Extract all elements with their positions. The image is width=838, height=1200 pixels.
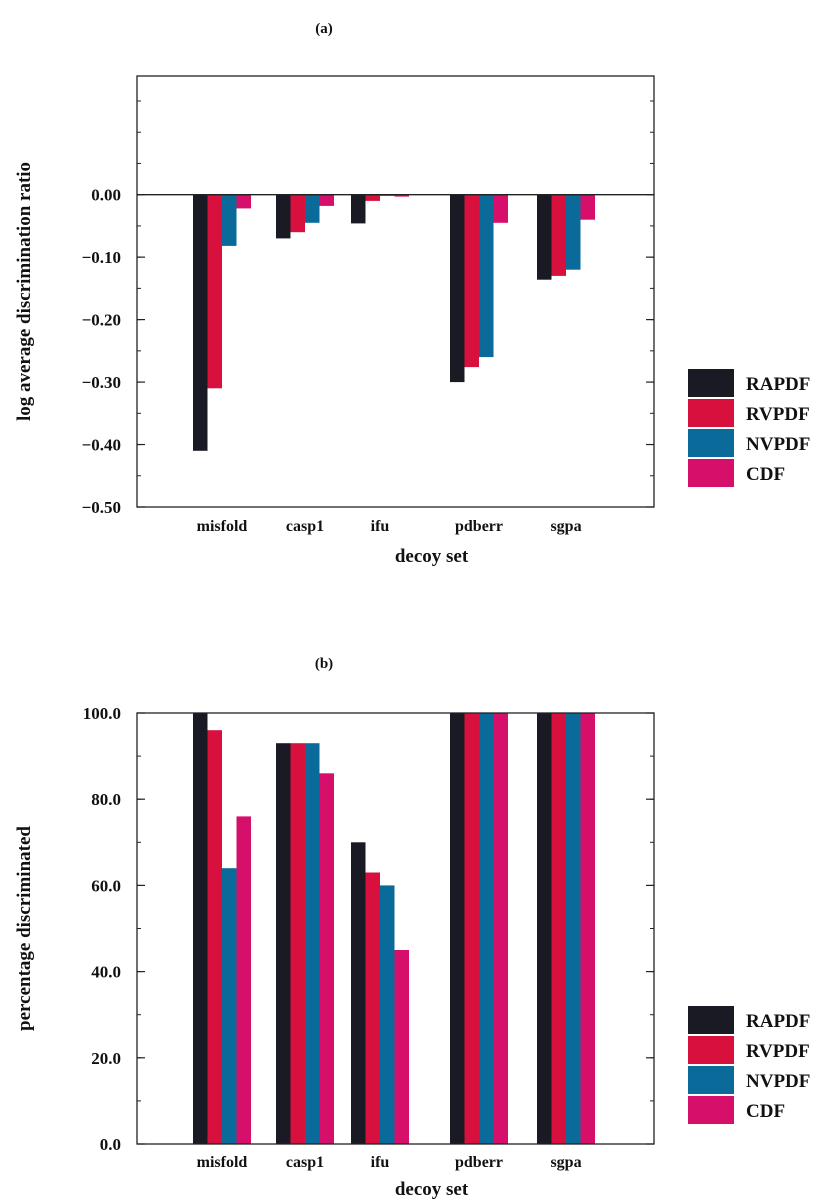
y-tick-label: 60.0	[91, 876, 121, 895]
legend-swatch-nvpdf	[688, 1066, 734, 1094]
x-tick-label-misfold: misfold	[197, 518, 248, 535]
legend-label-rvpdf: RVPDF	[746, 404, 810, 425]
y-axis-title: percentage discriminated	[14, 826, 35, 1031]
chart-percentage-discriminated: 0.0 20.0 40.0 60.0 80.0 100.0 misfold casp1 ifu p…	[14, 704, 810, 1200]
bar-nvpdf-misfold	[222, 868, 237, 1144]
bar-cdf-misfold	[236, 816, 251, 1144]
bar-rvpdf-misfold	[207, 194, 222, 389]
bar-nvpdf-sgpa	[566, 194, 581, 270]
bar-cdf-sgpa	[580, 194, 595, 220]
bar-nvpdf-misfold	[222, 194, 237, 246]
legend-label-rapdf: RAPDF	[746, 374, 810, 395]
x-tick-label-misfold: misfold	[197, 1154, 248, 1171]
bar-cdf-casp1	[319, 194, 334, 206]
legend-swatch-cdf	[688, 459, 734, 487]
chart-log-discrimination: 0.00 −0.10 −0.20 −0.30 −0.40 −0.50 misfold casp…	[14, 75, 810, 567]
y-tick-label: 20.0	[91, 1049, 121, 1068]
x-tick-label-sgpa: sgpa	[550, 518, 581, 535]
legend-swatch-rapdf	[688, 1006, 734, 1034]
bar-rvpdf-sgpa	[551, 713, 566, 1144]
bar-rapdf-misfold	[193, 713, 208, 1144]
bar-rapdf-casp1	[276, 743, 291, 1144]
x-tick-label-ifu: ifu	[371, 1154, 390, 1171]
bar-rvpdf-ifu	[365, 194, 380, 201]
bar-rapdf-ifu	[351, 194, 366, 224]
legend-swatch-nvpdf	[688, 429, 734, 457]
bar-nvpdf-sgpa	[566, 713, 581, 1144]
legend-label-rapdf: RAPDF	[746, 1011, 810, 1032]
panel-a-label: (a)	[315, 21, 333, 37]
y-tick-label: 100.0	[83, 704, 121, 723]
bar-nvpdf-casp1	[305, 194, 320, 223]
bar-cdf-casp1	[319, 773, 334, 1144]
bar-rvpdf-misfold	[207, 730, 222, 1144]
y-tick-label: 80.0	[91, 790, 121, 809]
x-tick-label-pdberr: pdberr	[455, 1154, 503, 1171]
legend-label-nvpdf: NVPDF	[746, 1071, 810, 1092]
bar-rapdf-pdberr	[450, 713, 465, 1144]
bar-rapdf-pdberr	[450, 194, 465, 383]
legend-label-cdf: CDF	[746, 464, 785, 485]
bar-rvpdf-pdberr	[464, 194, 479, 368]
bar-nvpdf-pdberr	[479, 194, 494, 358]
x-tick-label-casp1: casp1	[286, 518, 324, 535]
x-tick-label-casp1: casp1	[286, 1154, 324, 1171]
x-tick-label-sgpa: sgpa	[550, 1154, 581, 1171]
bar-rapdf-casp1	[276, 194, 291, 239]
bar-nvpdf-casp1	[305, 743, 320, 1144]
x-axis-title: decoy set	[395, 1179, 469, 1200]
y-tick-label: −0.40	[82, 436, 121, 455]
bar-rvpdf-ifu	[365, 872, 380, 1144]
legend-label-cdf: CDF	[746, 1101, 785, 1122]
y-tick-label: −0.10	[82, 248, 121, 267]
bar-cdf-pdberr	[493, 194, 508, 223]
panel-b-label: (b)	[315, 656, 333, 672]
x-tick-label-pdberr: pdberr	[455, 518, 503, 535]
bar-cdf-ifu	[394, 194, 409, 197]
bar-rapdf-ifu	[351, 842, 366, 1144]
bar-cdf-misfold	[236, 194, 251, 209]
legend-label-nvpdf: NVPDF	[746, 434, 810, 455]
y-tick-label: −0.50	[82, 498, 121, 517]
bar-rapdf-sgpa	[537, 713, 552, 1144]
bar-cdf-pdberr	[493, 713, 508, 1144]
bar-nvpdf-ifu	[380, 885, 395, 1144]
y-tick-label: 40.0	[91, 963, 121, 982]
legend-swatch-rvpdf	[688, 1036, 734, 1064]
bar-rvpdf-sgpa	[551, 194, 566, 276]
y-tick-label: 0.0	[100, 1135, 121, 1154]
bar-rvpdf-casp1	[290, 194, 305, 233]
y-tick-label: −0.20	[82, 311, 121, 330]
bar-rvpdf-pdberr	[464, 713, 479, 1144]
legend-swatch-rapdf	[688, 369, 734, 397]
y-tick-label: 0.00	[91, 186, 121, 205]
legend-swatch-cdf	[688, 1096, 734, 1124]
legend-label-rvpdf: RVPDF	[746, 1041, 810, 1062]
y-axis-title: log average discrimination ratio	[14, 162, 35, 421]
bar-cdf-sgpa	[580, 713, 595, 1144]
bar-rapdf-misfold	[193, 194, 208, 451]
x-axis-title: decoy set	[395, 546, 469, 567]
plot-frame	[136, 75, 655, 508]
bar-rvpdf-casp1	[290, 743, 305, 1144]
legend-swatch-rvpdf	[688, 399, 734, 427]
bar-cdf-ifu	[394, 950, 409, 1144]
bar-nvpdf-pdberr	[479, 713, 494, 1144]
x-tick-label-ifu: ifu	[371, 518, 390, 535]
bar-rapdf-sgpa	[537, 194, 552, 280]
y-tick-label: −0.30	[82, 373, 121, 392]
